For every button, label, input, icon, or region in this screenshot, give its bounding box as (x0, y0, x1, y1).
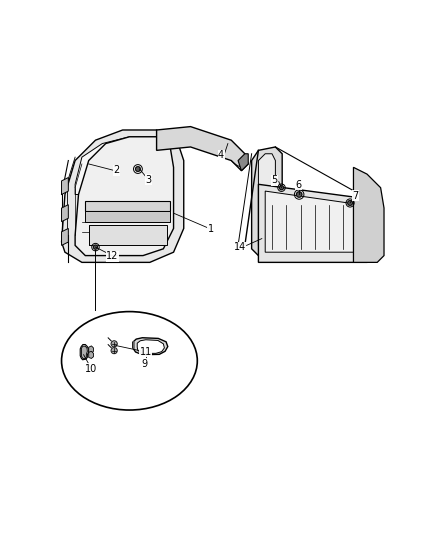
Text: 10: 10 (85, 364, 98, 374)
Polygon shape (251, 147, 282, 256)
Circle shape (111, 341, 117, 347)
Ellipse shape (61, 312, 197, 410)
Circle shape (279, 185, 283, 190)
Polygon shape (353, 167, 384, 262)
Text: 14: 14 (233, 242, 246, 252)
Polygon shape (265, 191, 371, 252)
Text: 4: 4 (218, 150, 224, 160)
Text: 2: 2 (113, 165, 120, 175)
Polygon shape (258, 184, 377, 262)
Text: 6: 6 (295, 180, 301, 190)
Polygon shape (258, 154, 276, 252)
Polygon shape (61, 177, 68, 195)
Polygon shape (61, 205, 68, 222)
Circle shape (297, 192, 302, 197)
Text: 12: 12 (106, 251, 119, 261)
Polygon shape (133, 338, 168, 354)
Text: 5: 5 (272, 175, 278, 185)
Polygon shape (238, 154, 248, 171)
Text: 3: 3 (145, 174, 151, 184)
Polygon shape (156, 127, 248, 171)
Circle shape (93, 245, 98, 249)
Circle shape (348, 200, 353, 205)
Polygon shape (80, 344, 88, 360)
Text: 7: 7 (353, 191, 359, 201)
Polygon shape (75, 137, 173, 256)
Polygon shape (75, 137, 170, 195)
Polygon shape (85, 201, 170, 212)
Polygon shape (88, 351, 93, 358)
Polygon shape (61, 130, 184, 262)
Polygon shape (85, 212, 170, 222)
Text: 9: 9 (141, 359, 148, 368)
Text: 11: 11 (140, 347, 152, 357)
Circle shape (111, 348, 117, 354)
Text: 1: 1 (208, 224, 214, 234)
Polygon shape (88, 225, 167, 245)
Polygon shape (81, 346, 87, 358)
Polygon shape (137, 340, 164, 353)
Polygon shape (88, 346, 93, 353)
Circle shape (135, 167, 140, 172)
Polygon shape (61, 229, 68, 245)
